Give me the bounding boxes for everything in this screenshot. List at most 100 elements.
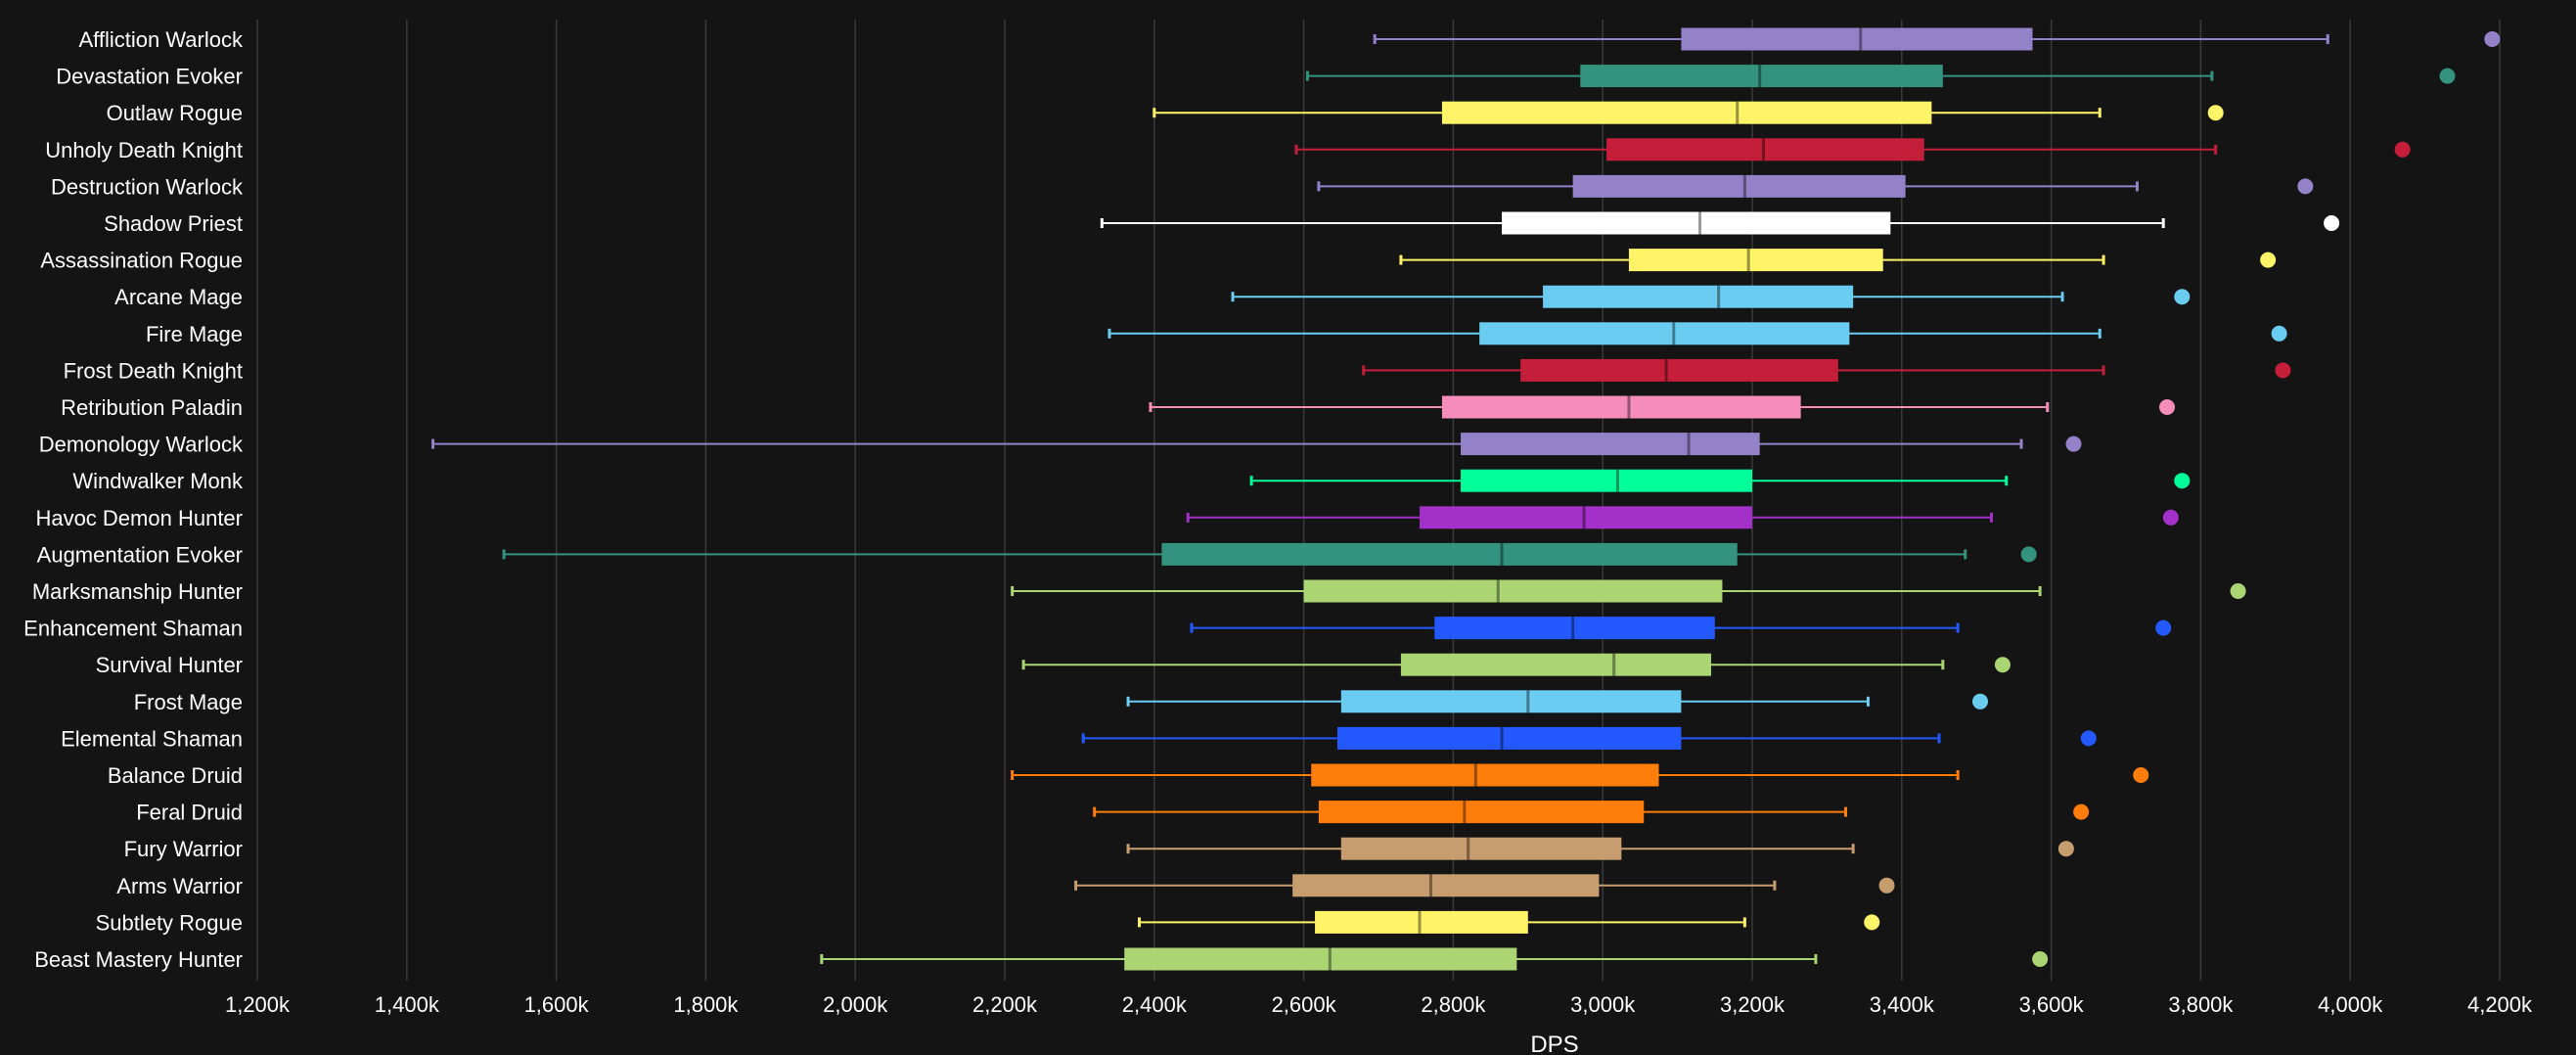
box-row: Shadow Priest bbox=[104, 211, 2340, 236]
category-label: Subtlety Rogue bbox=[96, 910, 243, 935]
category-label: Fury Warrior bbox=[124, 837, 243, 861]
box-row: Outlaw Rogue bbox=[107, 101, 2224, 125]
iqr-box bbox=[1580, 65, 1943, 88]
iqr-box bbox=[1336, 726, 1682, 750]
iqr-box bbox=[1340, 690, 1682, 713]
x-tick-label: 1,200k bbox=[225, 992, 291, 1017]
box-row: Affliction Warlock bbox=[79, 27, 2501, 52]
iqr-box bbox=[1311, 763, 1659, 787]
outlier-point bbox=[1864, 914, 1880, 931]
x-tick-label: 1,800k bbox=[673, 992, 739, 1017]
outlier-point bbox=[1972, 693, 1989, 710]
x-axis-ticks: 1,200k 1,400k 1,600k 1,800k 2,000k 2,200k 2,40… bbox=[225, 992, 2533, 1017]
category-label: Feral Druid bbox=[136, 801, 243, 825]
outlier-point bbox=[2230, 583, 2246, 599]
box-row: Subtlety Rogue bbox=[96, 910, 1880, 935]
iqr-box bbox=[1292, 874, 1600, 897]
category-label: Affliction Warlock bbox=[79, 27, 244, 52]
iqr-box bbox=[1318, 801, 1645, 824]
x-tick-label: 4,200k bbox=[2467, 992, 2533, 1017]
x-tick-label: 3,000k bbox=[1570, 992, 1636, 1017]
iqr-box bbox=[1315, 910, 1528, 934]
outlier-point bbox=[2484, 31, 2501, 47]
iqr-box bbox=[1420, 506, 1752, 529]
box-row: Elemental Shaman bbox=[61, 726, 2097, 751]
box-row: Unholy Death Knight bbox=[45, 138, 2411, 162]
iqr-box bbox=[1303, 579, 1723, 603]
box-row: Demonology Warlock bbox=[39, 433, 2082, 457]
category-label: Retribution Paladin bbox=[61, 395, 243, 420]
category-label: Outlaw Rogue bbox=[107, 101, 243, 125]
outlier-point bbox=[1878, 877, 1895, 894]
outlier-point bbox=[2162, 509, 2179, 526]
outlier-point bbox=[2439, 68, 2456, 84]
outlier-point bbox=[2174, 473, 2191, 489]
x-tick-label: 3,800k bbox=[2168, 992, 2234, 1017]
iqr-box bbox=[1461, 433, 1760, 456]
x-tick-label: 2,800k bbox=[1421, 992, 1486, 1017]
iqr-box bbox=[1520, 358, 1838, 382]
box-row: Destruction Warlock bbox=[51, 174, 2314, 199]
iqr-box bbox=[1461, 469, 1752, 492]
iqr-box bbox=[1502, 211, 1891, 235]
category-label: Fire Mage bbox=[146, 322, 243, 346]
iqr-box bbox=[1441, 395, 1801, 419]
iqr-box bbox=[1479, 322, 1850, 345]
box-row: Beast Mastery Hunter bbox=[34, 947, 2049, 972]
box-row: Frost Death Knight bbox=[64, 358, 2291, 383]
outlier-point bbox=[2065, 436, 2082, 452]
category-label: Frost Mage bbox=[134, 690, 243, 714]
category-label: Augmentation Evoker bbox=[37, 542, 243, 567]
iqr-box bbox=[1681, 27, 2033, 51]
category-label: Marksmanship Hunter bbox=[32, 579, 243, 604]
box-row: Arms Warrior bbox=[116, 874, 1895, 898]
iqr-box bbox=[1161, 542, 1738, 566]
box-row: Fury Warrior bbox=[124, 837, 2074, 861]
outlier-point bbox=[2032, 951, 2049, 967]
category-label: Balance Druid bbox=[108, 763, 243, 788]
category-label: Shadow Priest bbox=[104, 211, 243, 236]
outlier-point bbox=[2020, 546, 2037, 563]
x-tick-label: 2,200k bbox=[972, 992, 1038, 1017]
outlier-point bbox=[2207, 105, 2224, 121]
box-row: Balance Druid bbox=[108, 763, 2149, 788]
x-tick-label: 2,600k bbox=[1272, 992, 1337, 1017]
box-row: Marksmanship Hunter bbox=[32, 579, 2246, 604]
x-tick-label: 4,000k bbox=[2318, 992, 2383, 1017]
outlier-point bbox=[2174, 289, 2191, 305]
category-label: Havoc Demon Hunter bbox=[35, 506, 243, 530]
outlier-point bbox=[2080, 730, 2097, 747]
category-label: Arms Warrior bbox=[116, 874, 243, 898]
iqr-box bbox=[1543, 285, 1854, 308]
x-tick-label: 2,400k bbox=[1122, 992, 1188, 1017]
outlier-point bbox=[2133, 767, 2149, 783]
box-row: Arcane Mage bbox=[114, 285, 2191, 309]
outlier-point bbox=[2155, 619, 2172, 636]
category-label: Assassination Rogue bbox=[40, 249, 243, 273]
iqr-box bbox=[1441, 101, 1932, 124]
x-tick-label: 1,600k bbox=[524, 992, 590, 1017]
category-label: Enhancement Shaman bbox=[23, 617, 243, 641]
box-row: Retribution Paladin bbox=[61, 395, 2176, 420]
category-label: Elemental Shaman bbox=[61, 726, 243, 751]
x-tick-label: 1,400k bbox=[375, 992, 440, 1017]
outlier-point bbox=[1994, 657, 2011, 673]
box-row: Feral Druid bbox=[136, 801, 2090, 825]
category-label: Unholy Death Knight bbox=[45, 138, 243, 162]
box-row: Fire Mage bbox=[146, 322, 2287, 346]
x-tick-label: 3,200k bbox=[1720, 992, 1785, 1017]
outlier-point bbox=[2073, 803, 2090, 820]
x-tick-label: 3,600k bbox=[2019, 992, 2085, 1017]
box-row: Enhancement Shaman bbox=[23, 617, 2172, 641]
category-label: Demonology Warlock bbox=[39, 433, 244, 457]
box-row: Windwalker Monk bbox=[72, 469, 2191, 493]
iqr-box bbox=[1628, 249, 1883, 272]
outlier-point bbox=[2275, 362, 2291, 379]
iqr-box bbox=[1124, 947, 1517, 971]
category-label: Devastation Evoker bbox=[56, 65, 243, 89]
outlier-point bbox=[2297, 178, 2314, 195]
outlier-point bbox=[2394, 141, 2411, 158]
category-label: Arcane Mage bbox=[114, 285, 243, 309]
box-row: Havoc Demon Hunter bbox=[35, 506, 2179, 530]
